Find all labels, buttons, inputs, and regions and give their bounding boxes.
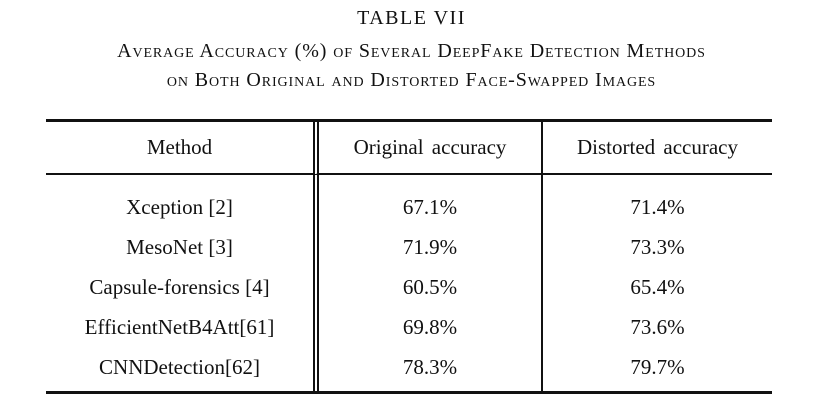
original-accuracy-cell: 78.3%: [402, 354, 458, 379]
column-header-distorted-accuracy: Distorted accuracy: [541, 122, 772, 175]
method-cell: Xception [2]: [126, 194, 233, 219]
original-accuracy-cell: 69.8%: [402, 314, 458, 339]
method-cell: Capsule-forensics [4]: [89, 274, 270, 299]
method-cell: EfficientNetB4Att[61]: [84, 314, 275, 339]
distorted-accuracy-cell: 79.7%: [630, 354, 685, 379]
original-accuracy-column: 67.1% 71.9% 60.5% 69.8% 78.3%: [313, 175, 541, 391]
distorted-accuracy-cell: 73.6%: [630, 314, 685, 339]
method-column: Xception [2] MesoNet [3] Capsule-forensi…: [46, 175, 313, 391]
distorted-accuracy-column: 71.4% 73.3% 65.4% 73.6% 79.7%: [541, 175, 772, 391]
original-accuracy-cell: 67.1%: [402, 194, 458, 219]
table-caption: Average Accuracy (%) of Several DeepFake…: [0, 37, 823, 95]
caption-line-2: on Both Original and Distorted Face-Swap…: [166, 69, 657, 91]
distorted-accuracy-cell: 65.4%: [630, 274, 685, 299]
method-cell: MesoNet [3]: [126, 234, 233, 259]
accuracy-table: Method Original accuracy Distorted accur…: [46, 119, 772, 394]
table-body: Xception [2] MesoNet [3] Capsule-forensi…: [46, 175, 772, 391]
column-header-original-accuracy: Original accuracy: [313, 122, 541, 175]
table-header-row: Method Original accuracy Distorted accur…: [46, 122, 772, 175]
distorted-accuracy-cell: 71.4%: [630, 194, 685, 219]
table-number-label: TABLE VII: [357, 7, 466, 29]
original-accuracy-cell: 71.9%: [402, 234, 458, 259]
distorted-accuracy-cell: 73.3%: [630, 234, 685, 259]
column-header-method: Method: [46, 122, 313, 175]
method-cell: CNNDetection[62]: [99, 354, 260, 379]
original-accuracy-cell: 60.5%: [402, 274, 458, 299]
caption-line-1: Average Accuracy (%) of Several DeepFake…: [117, 40, 706, 62]
